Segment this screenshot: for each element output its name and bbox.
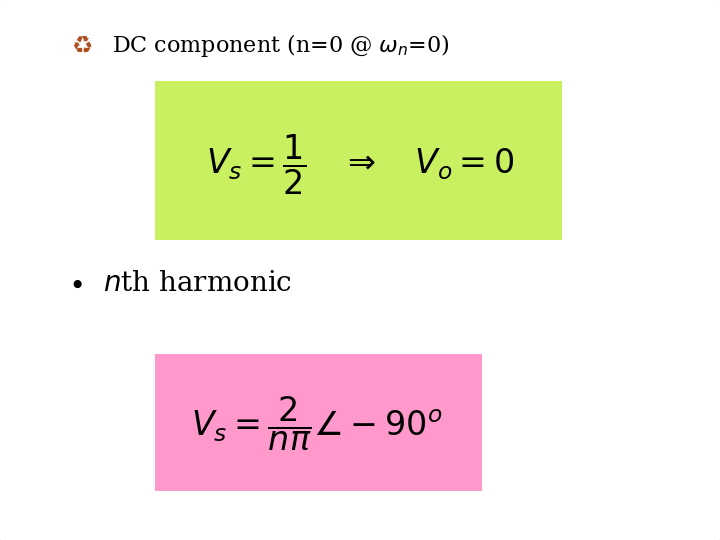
Text: $V_s = \dfrac{1}{2} \quad \Rightarrow \quad V_o = 0$: $V_s = \dfrac{1}{2} \quad \Rightarrow \q… [206,132,514,197]
Text: ♻: ♻ [72,34,93,58]
Text: $n$th harmonic: $n$th harmonic [103,270,292,297]
Text: DC component (n=0 @ $\omega_n$=0): DC component (n=0 @ $\omega_n$=0) [112,32,449,59]
Bar [155,354,482,491]
Bar [155,81,562,240]
Text: $V_s = \dfrac{2}{n\pi} \angle -90^o$: $V_s = \dfrac{2}{n\pi} \angle -90^o$ [192,395,442,453]
Text: $\bullet$: $\bullet$ [68,269,83,298]
